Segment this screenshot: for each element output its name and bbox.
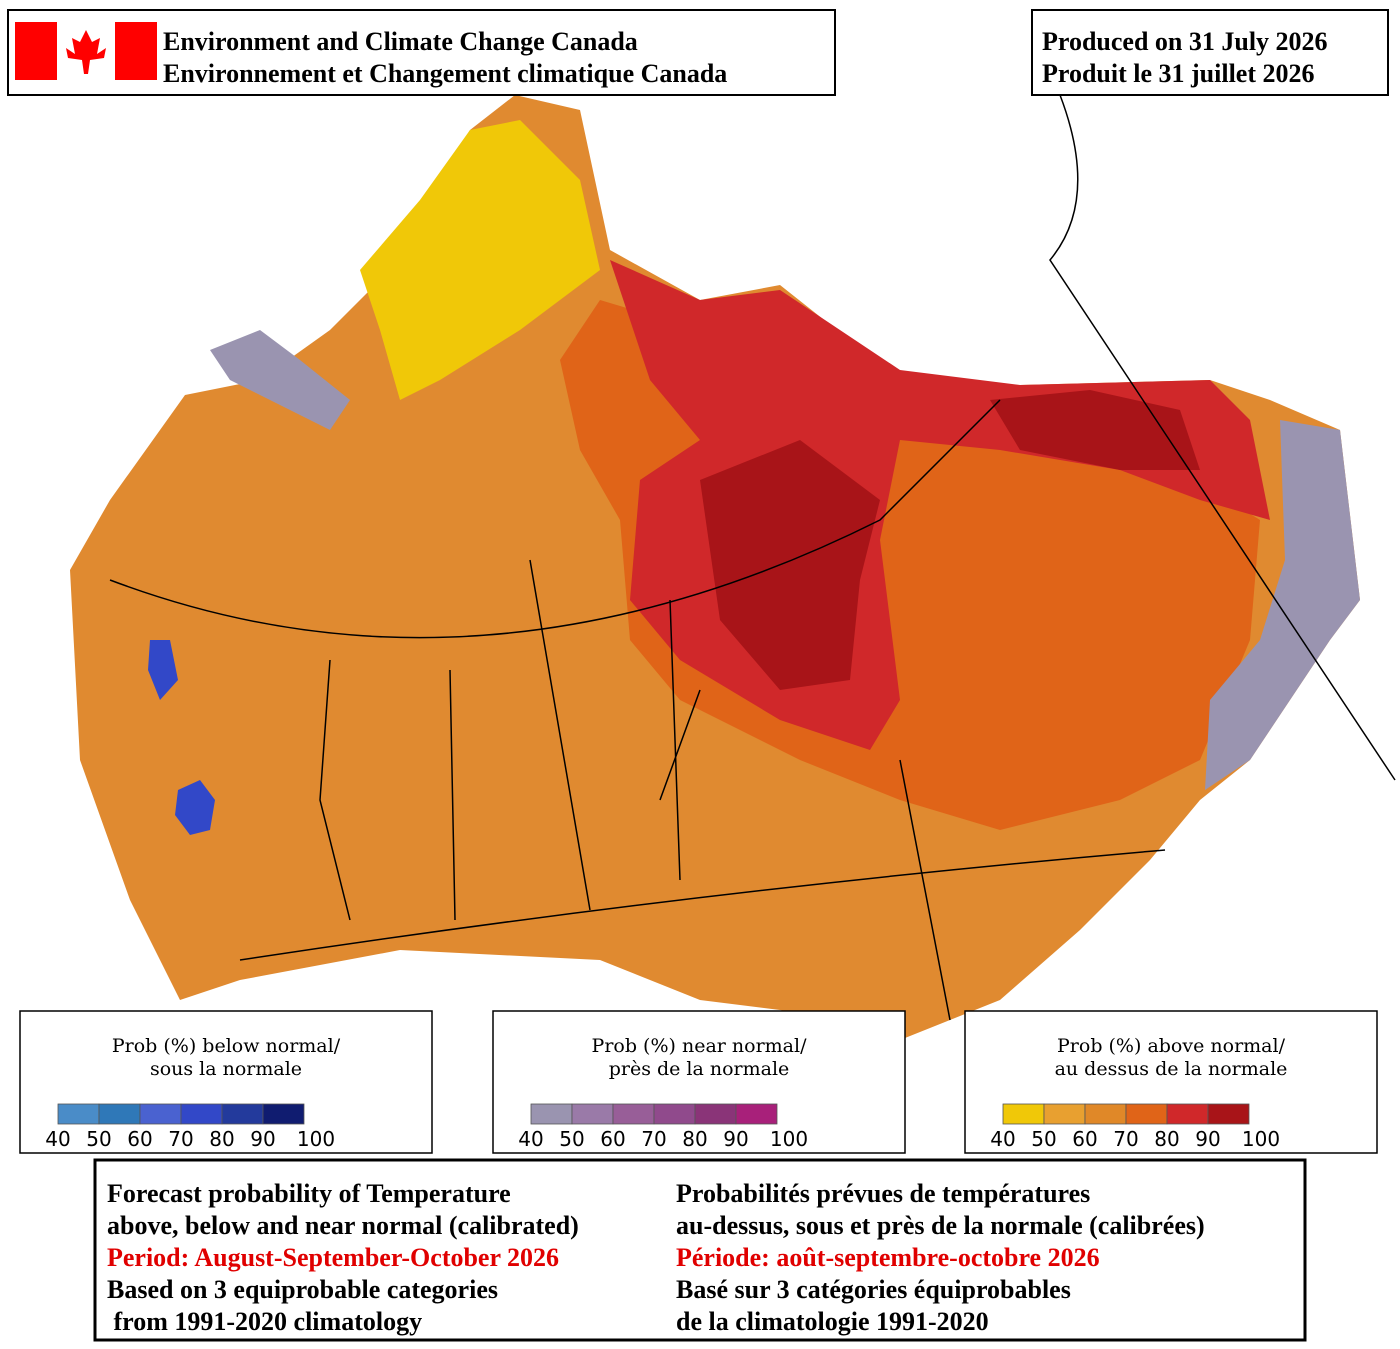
legend-tick-label: 70 [1113,1127,1138,1151]
footer-line: au-dessus, sous et près de la normale (c… [676,1211,1205,1240]
legend-swatch [1002,1103,1045,1125]
border-line [319,559,951,1021]
map [70,94,1396,1040]
agency-box: Environment and Climate Change Canada En… [7,9,836,96]
region-near-40 [210,330,1360,790]
footer-line: Basé sur 3 catégories équiprobables [676,1275,1071,1304]
legend-swatch [735,1103,778,1125]
legend-title: Prob (%) below normal/ [112,1035,341,1057]
legend-tick-label: 60 [127,1127,152,1151]
legend-swatch [612,1103,655,1125]
legend-title: près de la normale [609,1058,790,1080]
legend-swatch [180,1103,223,1125]
legend-swatch [1166,1103,1209,1125]
legend-tick-label: 100 [297,1127,335,1151]
legends: Prob (%) below normal/sous la normale 40 5… [19,1010,1378,1154]
legend-tick-label: 80 [682,1127,707,1151]
legend-tick-label: 60 [1072,1127,1097,1151]
footer-line: Période: août-septembre-octobre 2026 [676,1243,1100,1272]
legend-title: Prob (%) near normal/ [592,1035,808,1057]
legend-tick-label: 100 [1242,1127,1280,1151]
produced-fr: Produit le 31 juillet 2026 [1042,59,1315,88]
legend-swatch [221,1103,264,1125]
legend-swatch [57,1103,100,1125]
legend-tick-label: 70 [168,1127,193,1151]
legend-tick-label: 40 [518,1127,543,1151]
legend-swatch [139,1103,182,1125]
legend-title: Prob (%) above normal/ [1057,1035,1286,1057]
legend-swatch [262,1103,305,1125]
legend-tick-label: 50 [86,1127,111,1151]
footer: Forecast probability of Temperature above… [93,1158,1307,1342]
legend-swatch [1043,1103,1086,1125]
region-above-40 [360,120,600,400]
legend-swatch [653,1103,696,1125]
legend-title: au dessus de la normale [1055,1058,1288,1080]
legend-tick-label: 80 [209,1127,234,1151]
legend-tick-label: 60 [600,1127,625,1151]
footer-line: from 1991-2020 climatology [107,1307,422,1336]
legend-tick-label: 50 [1031,1127,1056,1151]
legend-tick-label: 40 [990,1127,1015,1151]
region-below [148,640,215,835]
produced-frame [1031,9,1389,96]
legend-tick-label: 100 [770,1127,808,1151]
flag-band [115,22,157,80]
legend-swatch [98,1103,141,1125]
legend-tick-label: 90 [1195,1127,1220,1151]
agency-en: Environment and Climate Change Canada [163,27,638,56]
agency-fr: Environnement et Changement climatique C… [163,59,727,88]
latitude-line [109,399,1001,639]
footer-line: above, below and near normal (calibrated… [107,1211,579,1240]
legend-tick-label: 50 [559,1127,584,1151]
legend-title: sous la normale [150,1058,302,1080]
legend-tick-label: 90 [250,1127,275,1151]
footer-line: de la climatologie 1991-2020 [676,1307,989,1336]
region-above-90 [700,390,1200,690]
legend-tick-label: 70 [641,1127,666,1151]
latitude-line [239,849,1166,961]
legend-frame [964,1010,1378,1154]
meridian-line [1049,94,1396,781]
legend-tick-label: 40 [45,1127,70,1151]
legend-tick-label: 90 [723,1127,748,1151]
produced-box: Produced on 31 July 2026 Produit le 31 j… [1031,9,1389,96]
footer-line: Probabilités prévues de températures [676,1179,1090,1208]
legend-frame [492,1010,906,1154]
produced-en: Produced on 31 July 2026 [1042,27,1328,56]
footer-frame [93,1158,1307,1342]
legend-swatch [530,1103,573,1125]
legend-swatch [571,1103,614,1125]
legend-swatch [694,1103,737,1125]
footer-line: Period: August-September-October 2026 [107,1243,559,1272]
legend-tick-label: 80 [1154,1127,1179,1151]
legend-swatch [1125,1103,1168,1125]
flag-band [15,22,57,80]
footer-line: Based on 3 equiprobable categories [107,1275,498,1304]
legend-frame [19,1010,433,1154]
footer-line: Forecast probability of Temperature [107,1179,511,1208]
legend-swatch [1207,1103,1250,1125]
maple-leaf [66,30,106,74]
legend-swatch [1084,1103,1127,1125]
